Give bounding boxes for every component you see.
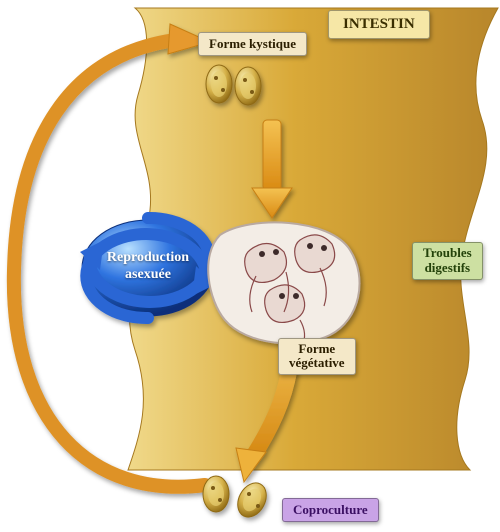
label-intestin: INTESTIN (328, 10, 430, 39)
diagram-stage: INTESTIN Forme kystique Forme végétative… (0, 0, 500, 532)
label-reproduction: Reproduction asexuée (96, 250, 200, 284)
label-forme-vegetative: Forme végétative (278, 338, 356, 375)
cysts-bottom (203, 476, 272, 522)
label-troubles-digestifs: Troubles digestifs (412, 242, 483, 280)
label-coproculture: Coproculture (282, 498, 379, 522)
label-forme-kystique: Forme kystique (198, 32, 307, 56)
